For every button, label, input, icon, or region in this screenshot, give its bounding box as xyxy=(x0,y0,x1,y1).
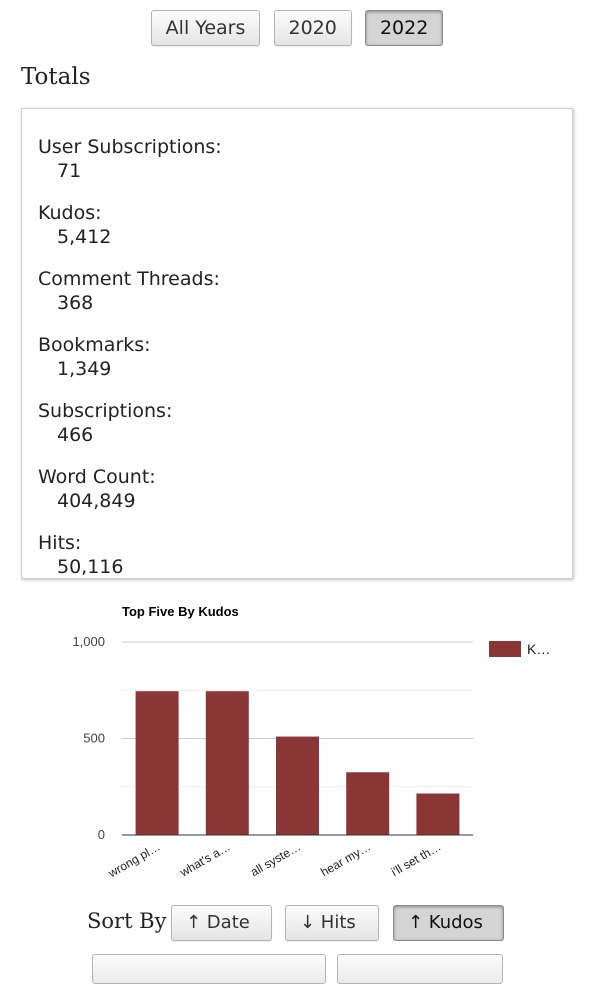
legend-label: K… xyxy=(527,641,550,657)
year-2022-button[interactable]: 2022 xyxy=(364,10,444,46)
chart-bar xyxy=(276,736,319,835)
y-tick-label: 1,000 xyxy=(72,634,105,649)
chart-bar xyxy=(135,691,179,835)
year-all-button[interactable]: All Years xyxy=(150,10,261,46)
stat-label: Comment Threads: xyxy=(38,268,220,290)
chart-title: Top Five By Kudos xyxy=(122,604,239,619)
x-tick-label: hear my… xyxy=(318,839,373,879)
sort-by-label: Sort By xyxy=(87,909,167,933)
stat-label: User Subscriptions: xyxy=(38,136,222,158)
totals-panel: User Subscriptions: 71 Kudos: 5,412 Comm… xyxy=(21,108,573,579)
x-tick-label: what's a… xyxy=(177,839,233,879)
sort-kudos-button[interactable]: ↑ Kudos xyxy=(393,905,504,941)
x-tick-label: all syste… xyxy=(248,839,303,879)
stat-user-subscriptions: User Subscriptions: 71 xyxy=(38,135,556,183)
year-2020-button[interactable]: 2020 xyxy=(273,10,352,46)
y-tick-label: 0 xyxy=(98,827,105,842)
stat-value: 50,116 xyxy=(57,556,124,578)
legend-swatch xyxy=(489,641,521,657)
stat-hits: Hits: 50,116 xyxy=(38,531,556,579)
totals-heading: Totals xyxy=(21,64,91,90)
partial-button-right[interactable] xyxy=(337,954,503,984)
stat-value: 368 xyxy=(57,292,94,314)
stat-bookmarks: Bookmarks: 1,349 xyxy=(38,333,556,381)
kudos-chart: Top Five By Kudos 0 500 1,000 wrong pl… what'… xyxy=(0,598,594,898)
stat-value: 5,412 xyxy=(57,226,112,248)
stat-value: 466 xyxy=(57,424,94,446)
sort-hits-button[interactable]: ↓ Hits xyxy=(285,905,379,941)
stat-label: Subscriptions: xyxy=(38,400,173,422)
partial-button-left[interactable] xyxy=(92,954,326,984)
chart-bar xyxy=(346,772,390,835)
x-tick-label: i'll set th… xyxy=(389,839,444,879)
stat-label: Hits: xyxy=(38,532,82,554)
stat-value: 404,849 xyxy=(57,490,136,512)
x-tick-label: wrong pl… xyxy=(105,839,163,880)
stat-subscriptions: Subscriptions: 466 xyxy=(38,399,556,447)
stat-label: Word Count: xyxy=(38,466,156,488)
y-tick-label: 500 xyxy=(83,731,105,746)
chart-bar xyxy=(416,793,460,835)
stat-label: Kudos: xyxy=(38,202,102,224)
stat-value: 71 xyxy=(57,160,82,182)
stat-kudos: Kudos: 5,412 xyxy=(38,201,556,249)
chart-bar xyxy=(205,691,249,835)
stat-word-count: Word Count: 404,849 xyxy=(38,465,556,513)
sort-date-button[interactable]: ↑ Date xyxy=(171,905,272,941)
kudos-chart-svg: Top Five By Kudos 0 500 1,000 wrong pl… what'… xyxy=(72,604,550,881)
year-filter: All Years 2020 2022 xyxy=(0,10,594,46)
stat-comment-threads: Comment Threads: 368 xyxy=(38,267,556,315)
stat-value: 1,349 xyxy=(57,358,112,380)
stat-label: Bookmarks: xyxy=(38,334,151,356)
